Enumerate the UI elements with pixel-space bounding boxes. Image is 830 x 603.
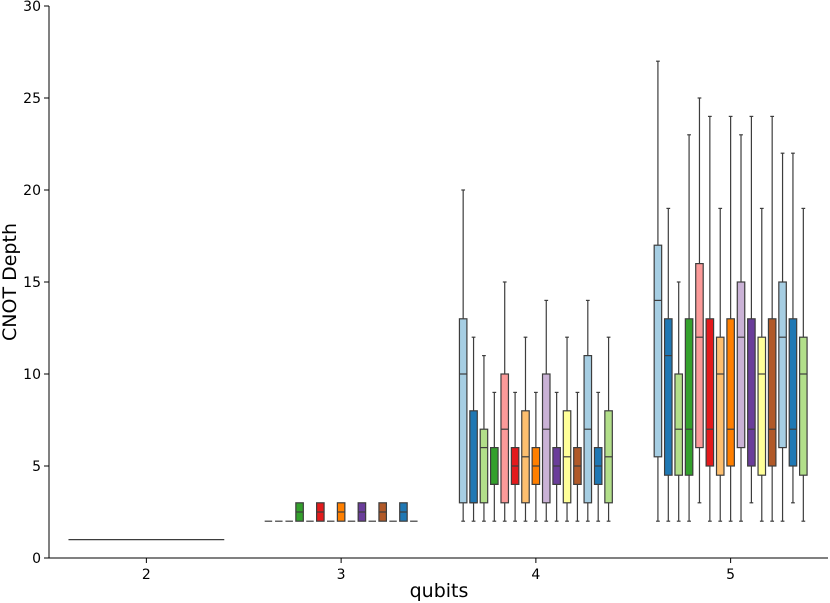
y-tick-label: 30 [23,0,41,15]
box [663,318,673,476]
x-tick-label: 2 [142,567,151,583]
box [767,318,777,467]
box [458,318,468,504]
x-tick-label: 4 [531,567,540,583]
box [653,244,663,458]
y-tick-label: 15 [23,275,41,291]
box [798,336,808,476]
box [747,318,756,467]
box [778,281,787,449]
y-tick-label: 25 [23,91,41,107]
y-axis-ticks: 0 5 10 15 20 25 30 [23,0,49,567]
y-tick-label: 0 [32,551,41,567]
x-axis-ticks: 2 3 4 5 [142,558,735,583]
box [757,336,767,476]
box [788,318,798,467]
box [695,263,704,449]
box-group-4 [458,189,613,522]
box [674,373,684,476]
box [736,281,746,449]
y-tick-label: 5 [32,459,41,475]
y-tick-label: 20 [23,183,41,199]
x-tick-label: 5 [726,567,735,583]
box [726,318,735,467]
box [500,373,510,504]
y-axis-label: CNOT Depth [0,223,21,341]
y-tick-label: 10 [23,367,41,383]
box [715,336,725,476]
box [469,410,478,504]
x-axis-label: qubits [410,580,469,602]
box [479,428,489,504]
box [541,373,551,504]
box [489,447,499,486]
box [684,318,694,476]
x-tick-label: 3 [337,567,346,583]
boxes-layer [68,60,808,541]
box-group-5 [653,60,808,522]
box-group-3 [264,502,418,522]
box [705,318,715,467]
